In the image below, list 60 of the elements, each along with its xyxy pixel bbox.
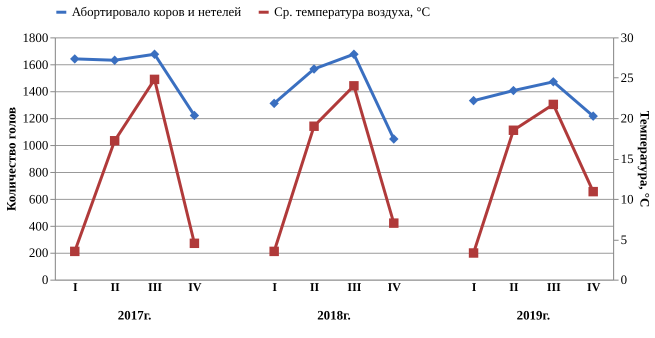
x-tick-label: IV: [188, 280, 202, 294]
text: 2019г.: [516, 308, 550, 323]
legend-label: Абортировало коров и нетелей: [72, 4, 242, 20]
y-tick-label: 600: [28, 191, 48, 206]
y2-tick-label: 25: [620, 70, 634, 86]
y2-tick-label: 10: [620, 191, 634, 206]
point: [389, 134, 399, 144]
point: [70, 246, 80, 256]
y2-tick-label: 15: [620, 151, 634, 166]
x-tick-label: I: [472, 280, 477, 294]
point: [548, 100, 558, 110]
y-tick-label: 1800: [22, 30, 48, 45]
point: [548, 77, 558, 87]
y-tick-label: 1600: [22, 56, 48, 72]
point: [468, 248, 478, 258]
y2-tick-label: 0: [620, 272, 628, 288]
point: [309, 64, 319, 74]
point: [389, 218, 399, 228]
x-tick-label: III: [347, 280, 362, 294]
point: [468, 96, 478, 106]
y2-tick-label: 5: [620, 232, 628, 247]
x-tick-label: I: [72, 280, 78, 294]
point: [588, 111, 598, 121]
text: 2018г.: [317, 308, 351, 323]
x-tick-label: II: [509, 280, 519, 294]
text: 2017г.: [118, 308, 152, 323]
point: [150, 74, 160, 84]
y-tick-label: 1000: [22, 138, 48, 153]
point: [508, 86, 518, 96]
point: [269, 246, 279, 256]
x-tick-label: I: [272, 280, 278, 294]
point: [110, 56, 120, 65]
y-tick-label: 800: [28, 164, 48, 180]
point: [349, 49, 359, 59]
point: [508, 126, 518, 135]
y2-axis-title: Температура, °С: [638, 110, 653, 208]
y-tick-label: 1400: [22, 84, 48, 99]
point: [70, 54, 80, 64]
point: [110, 136, 120, 146]
point: [190, 110, 200, 120]
point: [588, 186, 598, 196]
y-tick-label: 400: [28, 218, 48, 234]
y-tick-label: 0: [42, 272, 48, 288]
x-tick-label: II: [110, 280, 120, 294]
x-tick-label: III: [546, 280, 562, 294]
point: [150, 49, 160, 59]
legend-label: Ср. температура воздуха, °С: [274, 4, 430, 20]
point: [190, 238, 200, 248]
point: [269, 98, 279, 108]
y2-tick-label: 20: [620, 110, 634, 126]
y2-tick-label: 30: [620, 30, 634, 45]
x-tick-label: II: [310, 280, 320, 294]
y-axis-title: Количество голов: [3, 107, 18, 212]
x-tick-label: IV: [587, 280, 601, 294]
y-tick-label: 200: [28, 245, 48, 260]
point: [309, 121, 319, 131]
x-tick-label: IV: [388, 280, 402, 294]
y-tick-label: 1200: [22, 110, 48, 126]
x-tick-label: III: [148, 280, 162, 294]
point: [349, 81, 359, 91]
